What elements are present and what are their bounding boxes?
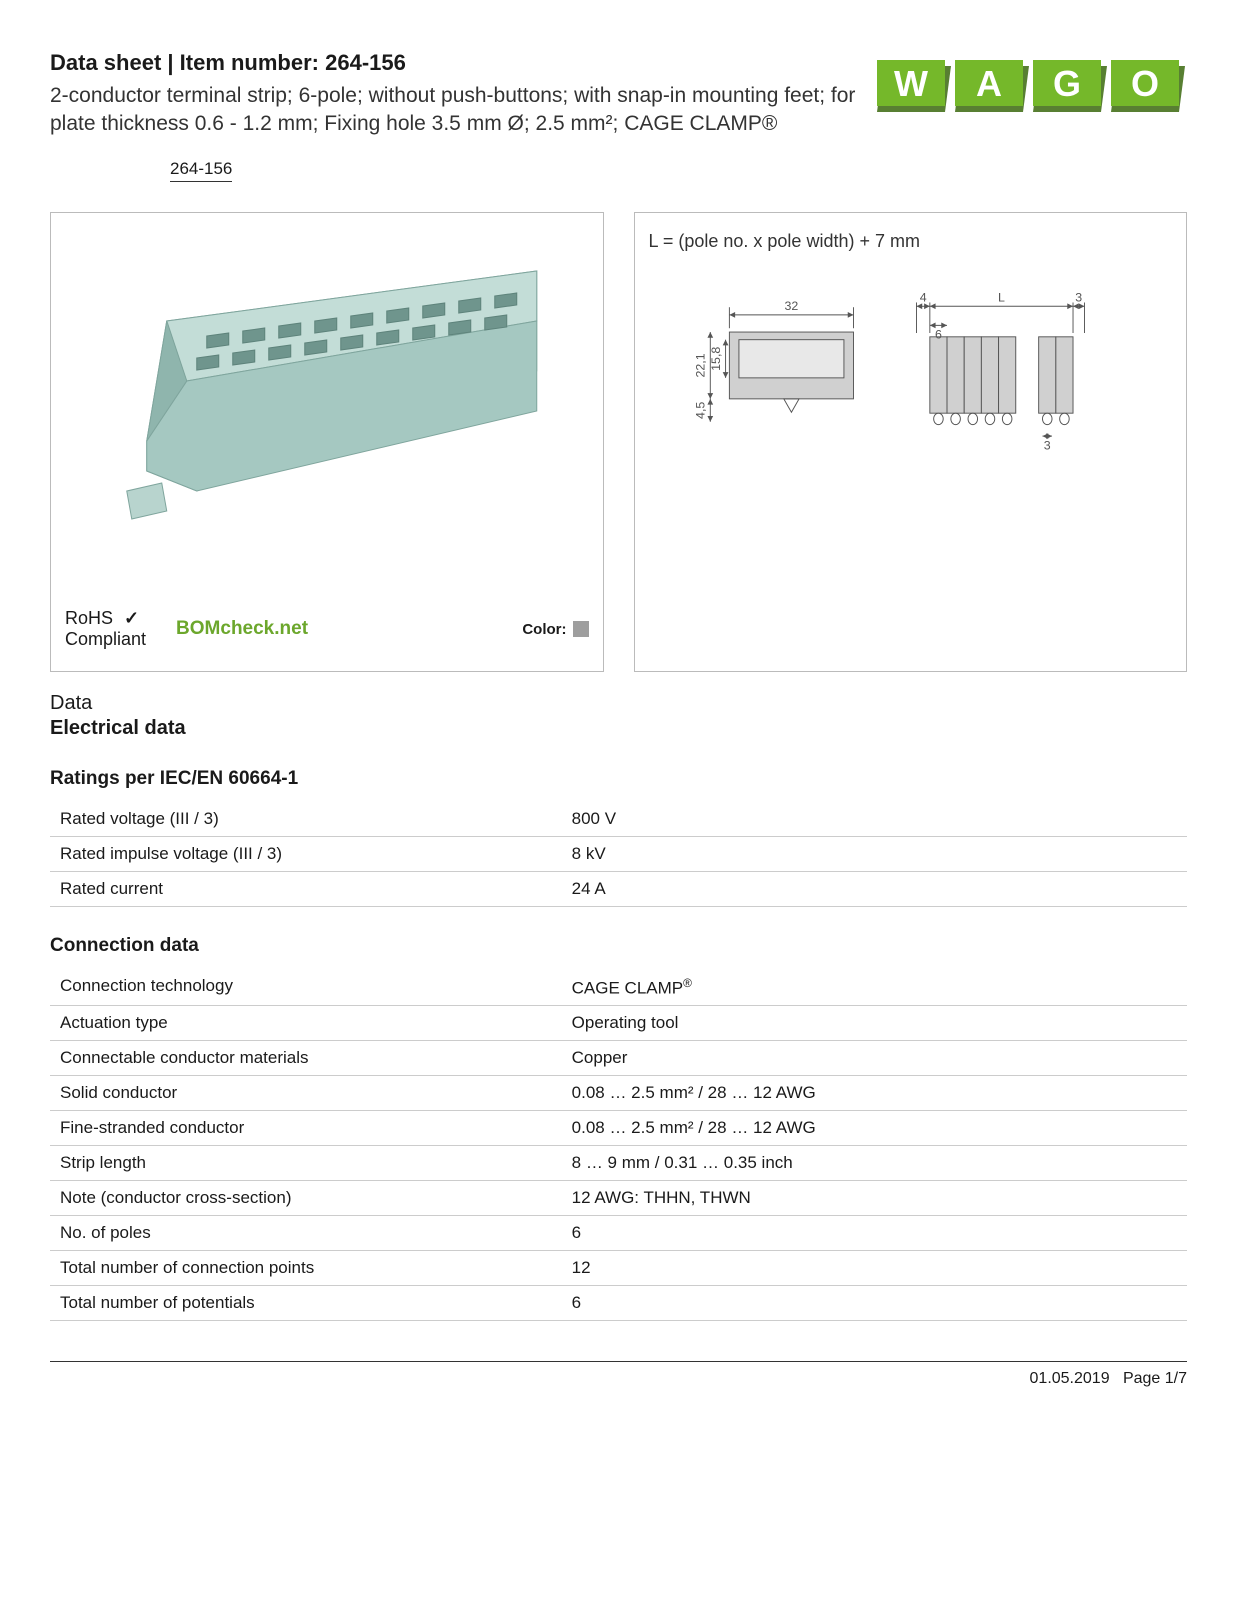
svg-text:32: 32 <box>784 299 798 313</box>
ratings-table: Rated voltage (III / 3)800 VRated impuls… <box>50 802 1187 907</box>
dimension-drawing-wrap: 32 22,115,8 4,5 4 L 3 6 3 <box>649 270 1173 480</box>
spec-value: Copper <box>562 1041 1187 1076</box>
connection-data-table: Connection technologyCAGE CLAMP®Actuatio… <box>50 969 1187 1322</box>
table-row: Solid conductor0.08 … 2.5 mm² / 28 … 12 … <box>50 1076 1187 1111</box>
svg-text:L: L <box>997 290 1004 304</box>
spec-value: 24 A <box>562 871 1187 906</box>
data-section-label: Data <box>50 692 1187 715</box>
svg-text:4,5: 4,5 <box>693 401 707 418</box>
dimension-formula: L = (pole no. x pole width) + 7 mm <box>649 231 1173 252</box>
title-item-number: 264-156 <box>325 50 406 75</box>
svg-text:G: G <box>1053 63 1081 104</box>
rohs-text: RoHS <box>65 608 113 628</box>
spec-value: 6 <box>562 1216 1187 1251</box>
table-row: Total number of potentials6 <box>50 1286 1187 1321</box>
spec-key: Rated impulse voltage (III / 3) <box>50 836 562 871</box>
spec-key: Total number of connection points <box>50 1251 562 1286</box>
table-row: Actuation typeOperating tool <box>50 1006 1187 1041</box>
spec-key: No. of poles <box>50 1216 562 1251</box>
svg-text:A: A <box>976 63 1002 104</box>
table-row: Fine-stranded conductor0.08 … 2.5 mm² / … <box>50 1111 1187 1146</box>
svg-text:15,8: 15,8 <box>708 346 722 370</box>
svg-text:22,1: 22,1 <box>693 353 707 377</box>
table-row: Rated impulse voltage (III / 3)8 kV <box>50 836 1187 871</box>
dimension-drawing: 32 22,115,8 4,5 4 L 3 6 3 <box>649 270 1173 480</box>
bomcheck-suffix: .net <box>274 618 308 639</box>
spec-value: CAGE CLAMP® <box>562 969 1187 1006</box>
title-line: Data sheet | Item number: 264-156 <box>50 50 870 76</box>
color-indicator: Color: <box>522 621 588 638</box>
subtitle: 2-conductor terminal strip; 6-pole; with… <box>50 82 870 139</box>
color-swatch <box>573 621 589 637</box>
spec-value: 6 <box>562 1286 1187 1321</box>
spec-value: 8 … 9 mm / 0.31 … 0.35 inch <box>562 1146 1187 1181</box>
electrical-data-heading: Electrical data <box>50 717 1187 740</box>
rohs-compliant-text: Compliant <box>65 629 146 649</box>
spec-value: 800 V <box>562 802 1187 837</box>
table-row: Rated current24 A <box>50 871 1187 906</box>
table-row: Rated voltage (III / 3)800 V <box>50 802 1187 837</box>
svg-text:O: O <box>1131 63 1159 104</box>
title-prefix: Data sheet | Item number: <box>50 50 325 75</box>
spec-value: 0.08 … 2.5 mm² / 28 … 12 AWG <box>562 1076 1187 1111</box>
table-row: No. of poles6 <box>50 1216 1187 1251</box>
product-illustration <box>65 261 589 561</box>
header-row: Data sheet | Item number: 264-156 2-cond… <box>50 50 1187 139</box>
connection-data-heading: Connection data <box>50 935 1187 957</box>
table-row: Total number of connection points12 <box>50 1251 1187 1286</box>
spec-key: Rated voltage (III / 3) <box>50 802 562 837</box>
svg-text:4: 4 <box>919 290 926 304</box>
svg-text:W: W <box>894 63 928 104</box>
bomcheck-text: BOMcheck <box>176 618 274 639</box>
table-row: Connection technologyCAGE CLAMP® <box>50 969 1187 1006</box>
svg-text:3: 3 <box>1043 438 1050 452</box>
check-icon: ✓ <box>124 608 139 628</box>
spec-key: Connection technology <box>50 969 562 1006</box>
spec-key: Total number of potentials <box>50 1286 562 1321</box>
spec-value: 12 <box>562 1251 1187 1286</box>
product-figure-box: RoHS ✓ Compliant BOMcheck.net Color: <box>50 212 604 672</box>
item-number-link[interactable]: 264-156 <box>170 159 232 182</box>
header-left: Data sheet | Item number: 264-156 2-cond… <box>50 50 870 139</box>
spec-key: Fine-stranded conductor <box>50 1111 562 1146</box>
footer-page: Page 1/7 <box>1123 1370 1187 1387</box>
svg-text:6: 6 <box>934 327 941 341</box>
spec-value: 12 AWG: THHN, THWN <box>562 1181 1187 1216</box>
spec-value: 0.08 … 2.5 mm² / 28 … 12 AWG <box>562 1111 1187 1146</box>
product-figure-area <box>65 225 589 598</box>
dimension-figure-box: L = (pole no. x pole width) + 7 mm 32 22,… <box>634 212 1188 672</box>
spec-key: Strip length <box>50 1146 562 1181</box>
ratings-heading: Ratings per IEC/EN 60664-1 <box>50 768 1187 790</box>
spec-value: Operating tool <box>562 1006 1187 1041</box>
footer-date: 01.05.2019 <box>1030 1370 1110 1387</box>
spec-key: Solid conductor <box>50 1076 562 1111</box>
spec-key: Actuation type <box>50 1006 562 1041</box>
rohs-compliant-badge: RoHS ✓ Compliant <box>65 608 146 651</box>
spec-key: Note (conductor cross-section) <box>50 1181 562 1216</box>
spec-key: Rated current <box>50 871 562 906</box>
wago-logo: WAGO <box>877 54 1187 124</box>
color-label-text: Color: <box>522 621 566 638</box>
spec-value: 8 kV <box>562 836 1187 871</box>
spec-key: Connectable conductor materials <box>50 1041 562 1076</box>
table-row: Strip length8 … 9 mm / 0.31 … 0.35 inch <box>50 1146 1187 1181</box>
table-row: Note (conductor cross-section)12 AWG: TH… <box>50 1181 1187 1216</box>
page-footer: 01.05.2019 Page 1/7 <box>50 1361 1187 1388</box>
product-figure-footer: RoHS ✓ Compliant BOMcheck.net Color: <box>65 598 589 651</box>
table-row: Connectable conductor materialsCopper <box>50 1041 1187 1076</box>
bomcheck-badge: BOMcheck.net <box>176 618 308 640</box>
figure-row: RoHS ✓ Compliant BOMcheck.net Color: L =… <box>50 212 1187 672</box>
svg-text:3: 3 <box>1075 290 1082 304</box>
